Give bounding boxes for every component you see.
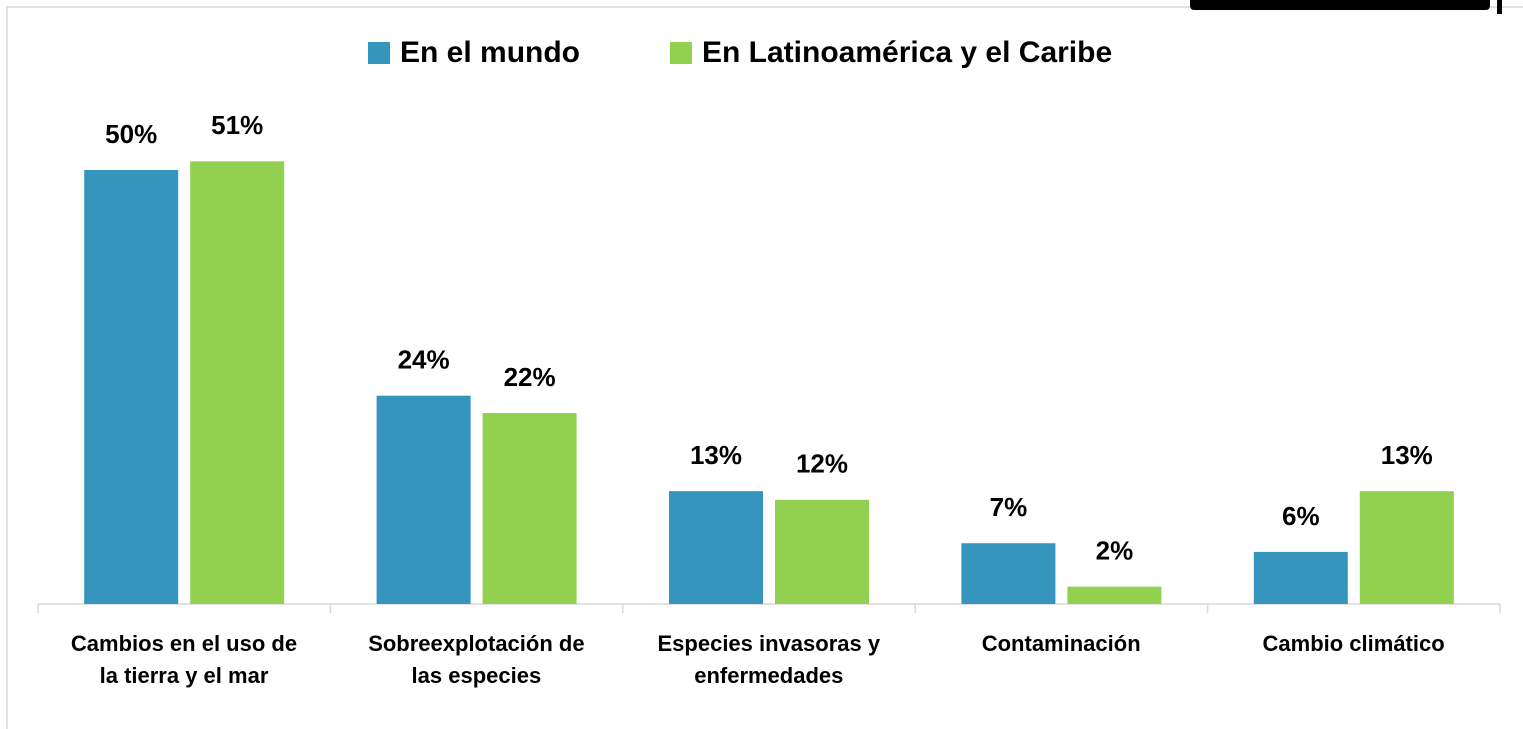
decoration bbox=[1497, 0, 1502, 14]
bar bbox=[190, 161, 285, 604]
bar bbox=[376, 395, 471, 604]
x-tick-label: Contaminación bbox=[981, 631, 1141, 656]
bar bbox=[669, 491, 763, 604]
bar bbox=[84, 170, 179, 604]
bar bbox=[775, 499, 869, 604]
x-tick-label: Sobreexplotación de las especies bbox=[368, 631, 585, 688]
bar bbox=[961, 543, 1056, 604]
x-tick-label: Especies invasoras y enfermedades bbox=[657, 631, 881, 688]
data-label: 13% bbox=[1381, 440, 1433, 470]
legend-swatch bbox=[670, 42, 692, 64]
decoration bbox=[1190, 0, 1490, 10]
data-label: 50% bbox=[105, 119, 157, 149]
data-label: 22% bbox=[504, 362, 556, 392]
data-label: 2% bbox=[1096, 536, 1134, 566]
bar bbox=[482, 413, 577, 604]
bar bbox=[1359, 491, 1454, 604]
x-tick-label: Cambio climático bbox=[1262, 631, 1445, 656]
legend-label: En el mundo bbox=[400, 36, 580, 69]
data-label: 24% bbox=[398, 345, 450, 375]
bar bbox=[1253, 551, 1348, 604]
legend-swatch bbox=[368, 42, 390, 64]
x-tick-label: Cambios en el uso de la tierra y el mar bbox=[70, 631, 298, 688]
data-label: 13% bbox=[690, 440, 742, 470]
data-label: 51% bbox=[211, 110, 263, 140]
data-label: 7% bbox=[990, 492, 1028, 522]
bar bbox=[1067, 586, 1162, 604]
data-label: 12% bbox=[796, 449, 848, 479]
data-label: 6% bbox=[1282, 501, 1320, 531]
legend-label: En Latinoamérica y el Caribe bbox=[702, 36, 1112, 69]
chart-frame bbox=[6, 6, 1523, 729]
